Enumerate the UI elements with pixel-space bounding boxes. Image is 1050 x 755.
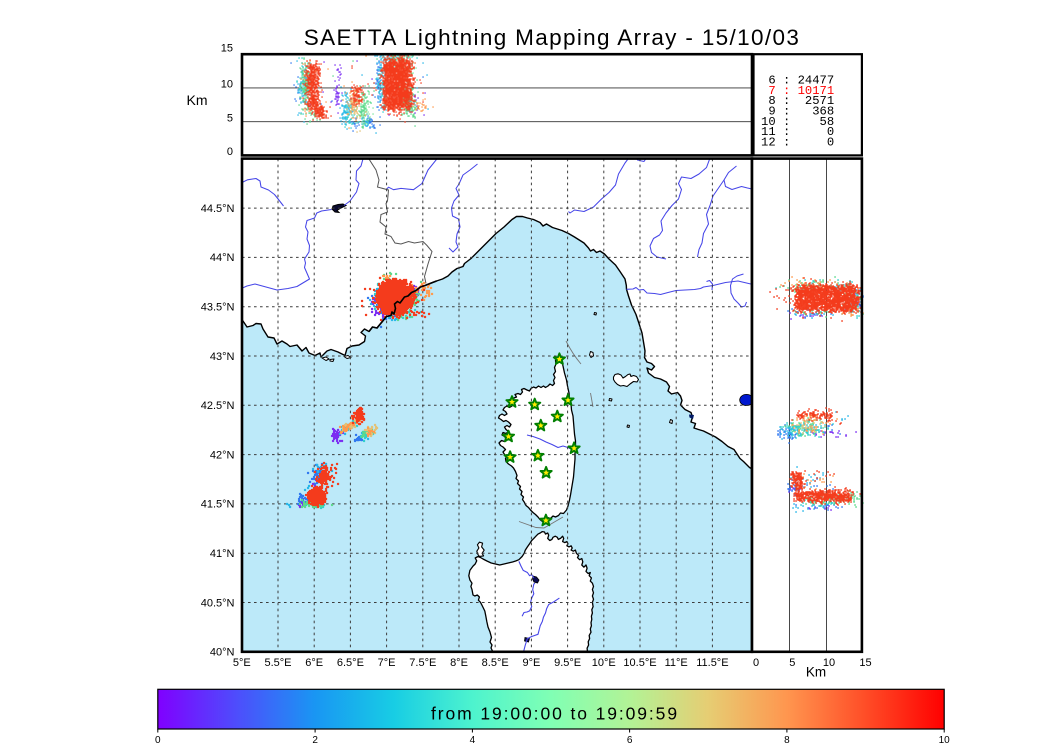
svg-text:10: 10 [939, 735, 951, 746]
svg-text:41.5°N: 41.5°N [201, 499, 235, 511]
svg-text:40°N: 40°N [210, 647, 235, 659]
svg-text:9°E: 9°E [522, 657, 540, 669]
svg-text:6°E: 6°E [305, 657, 323, 669]
svg-text:15: 15 [221, 43, 233, 55]
svg-text:5: 5 [789, 657, 795, 669]
svg-text:8.5°E: 8.5°E [482, 657, 509, 669]
svg-text:2: 2 [312, 735, 318, 746]
svg-text:5°E: 5°E [233, 657, 251, 669]
svg-text:7°E: 7°E [378, 657, 396, 669]
svg-text:SAETTA Lightning Mapping Array: SAETTA Lightning Mapping Array - 15/10/0… [304, 25, 800, 50]
svg-text:12 : 0: 12 : 0 [761, 136, 834, 150]
svg-text:5.5°E: 5.5°E [264, 657, 291, 669]
svg-text:11°E: 11°E [665, 657, 688, 669]
svg-text:8°E: 8°E [450, 657, 468, 669]
svg-text:44°N: 44°N [210, 252, 235, 264]
svg-text:11.5°E: 11.5°E [696, 657, 728, 669]
svg-text:43.5°N: 43.5°N [201, 302, 235, 314]
svg-text:7.5°E: 7.5°E [409, 657, 436, 669]
svg-text:8: 8 [784, 735, 790, 746]
svg-text:Km: Km [806, 665, 826, 680]
svg-text:0: 0 [753, 657, 759, 669]
svg-text:4: 4 [470, 735, 476, 746]
svg-text:0: 0 [227, 146, 233, 158]
svg-text:15: 15 [859, 657, 871, 669]
svg-text:43°N: 43°N [210, 351, 235, 363]
svg-text:10°E: 10°E [592, 657, 616, 669]
svg-text:6: 6 [627, 735, 633, 746]
svg-text:5: 5 [227, 112, 233, 124]
svg-text:10: 10 [221, 79, 233, 91]
svg-text:6 : 24477: 6 : 24477 [761, 73, 834, 87]
svg-text:10: 10 [823, 657, 835, 669]
svg-text:10 : 58: 10 : 58 [761, 115, 834, 129]
svg-text:from 19:00:00 to 19:09:59: from 19:00:00 to 19:09:59 [431, 704, 679, 724]
svg-text:6.5°E: 6.5°E [337, 657, 364, 669]
svg-text:40.5°N: 40.5°N [201, 597, 235, 609]
svg-text:9.5°E: 9.5°E [554, 657, 581, 669]
svg-text:41°N: 41°N [210, 548, 235, 560]
svg-text:9 : 368: 9 : 368 [761, 105, 834, 119]
svg-text:10.5°E: 10.5°E [623, 657, 656, 669]
svg-text:11 : 0: 11 : 0 [761, 125, 834, 139]
svg-text:8 : 2571: 8 : 2571 [761, 94, 834, 108]
svg-text:Km: Km [187, 92, 208, 108]
svg-text:44.5°N: 44.5°N [201, 203, 235, 215]
svg-text:7 : 10171: 7 : 10171 [761, 84, 834, 98]
svg-text:42.5°N: 42.5°N [201, 400, 235, 412]
svg-text:0: 0 [155, 735, 161, 746]
svg-text:42°N: 42°N [210, 449, 235, 461]
